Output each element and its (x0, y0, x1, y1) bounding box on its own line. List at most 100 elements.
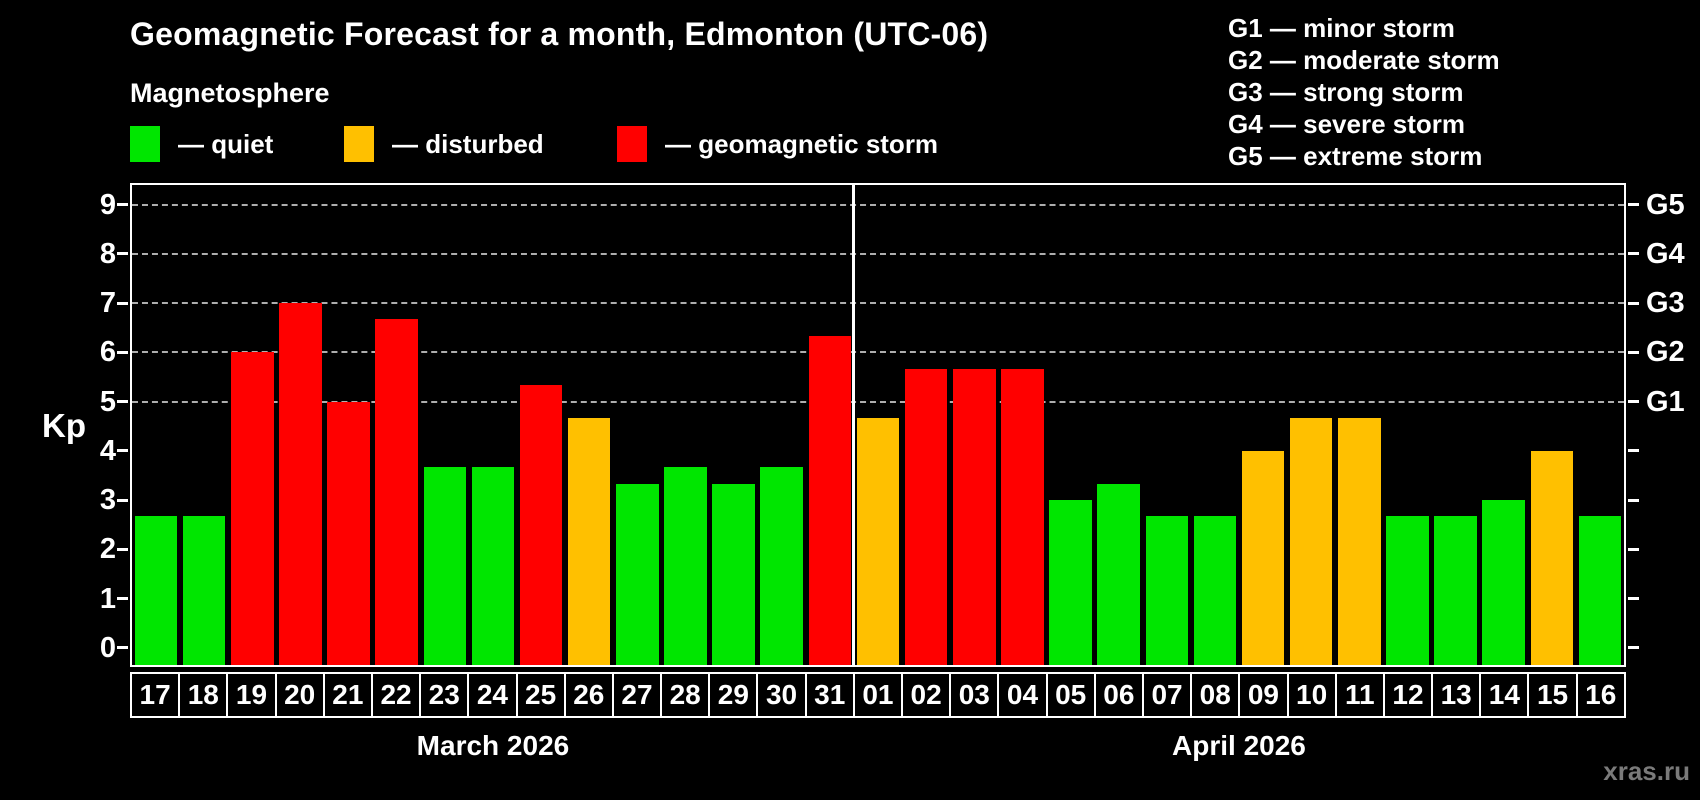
kp-bar-day-17 (134, 516, 178, 665)
kp-bar-day-19 (231, 352, 274, 665)
month-separator-line (852, 185, 856, 665)
g5-legend-line: G5 — extreme storm (1228, 141, 1483, 171)
left-axis-tick-kp-4 (117, 449, 128, 453)
y-tick-label-5: 5 (99, 385, 116, 418)
day-cell-20: 20 (274, 672, 325, 718)
left-axis-tick-kp-0 (117, 646, 128, 650)
g-scale-legend: G1 — minor storm G2 — moderate storm G3 … (1228, 12, 1500, 172)
y-tick-label-1: 1 (99, 582, 116, 615)
day-cell-07: 07 (1141, 672, 1193, 718)
right-axis-label-g1: G1 (1646, 385, 1685, 418)
day-cell-11: 11 (1334, 672, 1385, 718)
right-axis-label-g5: G5 (1646, 188, 1685, 221)
gridline-kp-7 (132, 302, 1624, 305)
kp-bar-day-01 (856, 417, 900, 665)
day-cell-17: 17 (130, 672, 181, 718)
day-cell-22: 22 (370, 672, 422, 718)
kp-bar-day-13 (1434, 516, 1477, 665)
y-tick-label-9: 9 (99, 188, 116, 221)
day-cell-16: 16 (1575, 672, 1626, 718)
right-axis-tick-kp-4 (1628, 449, 1639, 453)
y-tick-label-2: 2 (99, 533, 116, 566)
day-cell-09: 09 (1238, 672, 1289, 718)
kp-bar-day-26 (567, 417, 611, 665)
day-cell-21: 21 (322, 672, 373, 718)
x-axis-day-labels: 17 18 19 20 21 22 23 24 25 26 27 28 29 30 31 01 02 03 04 05… (130, 672, 1626, 718)
kp-bar-day-12 (1386, 516, 1429, 665)
day-cell-30: 30 (756, 672, 807, 718)
left-axis-tick-kp-7 (117, 301, 128, 305)
kp-bar-day-23 (423, 467, 467, 665)
right-axis-tick-kp-1 (1628, 597, 1639, 601)
legend-item-storm: — geomagnetic storm (617, 122, 938, 166)
month-label-1: April 2026 (1172, 730, 1306, 761)
kp-bar-day-14 (1482, 500, 1525, 665)
day-cell-13: 13 (1431, 672, 1482, 718)
day-cell-04: 04 (997, 672, 1048, 718)
kp-bar-day-06 (1097, 483, 1140, 665)
legend-item-quiet: — quiet (130, 122, 273, 166)
y-tick-label-8: 8 (99, 237, 116, 270)
y-tick-label-3: 3 (99, 484, 116, 517)
kp-bar-day-31 (808, 336, 852, 665)
day-cell-27: 27 (611, 672, 663, 718)
right-axis-tick-kp-8 (1628, 252, 1639, 256)
y-tick-label-4: 4 (99, 434, 116, 467)
left-axis-tick-kp-2 (117, 547, 128, 551)
kp-bar-day-03 (952, 368, 996, 665)
gridline-kp-9 (132, 203, 1624, 206)
right-axis-tick-kp-0 (1628, 646, 1639, 650)
right-axis-tick-kp-5 (1628, 400, 1639, 404)
right-axis-label-g4: G4 (1646, 237, 1685, 270)
day-cell-02: 02 (901, 672, 952, 718)
right-axis-tick-kp-6 (1628, 350, 1639, 354)
kp-bar-day-08 (1193, 516, 1237, 665)
kp-bar-day-11 (1338, 417, 1381, 665)
quiet-color-swatch (130, 126, 160, 162)
storm-color-swatch (617, 126, 647, 162)
left-axis-tick-kp-6 (117, 350, 128, 354)
kp-bar-day-21 (327, 401, 370, 665)
right-axis-tick-kp-3 (1628, 498, 1639, 502)
kp-bar-day-09 (1241, 450, 1285, 665)
gridline-kp-6 (132, 351, 1624, 354)
kp-bar-day-07 (1145, 516, 1189, 665)
day-cell-18: 18 (178, 672, 229, 718)
day-cell-14: 14 (1479, 672, 1530, 718)
day-cell-03: 03 (949, 672, 1000, 718)
kp-bar-day-10 (1289, 417, 1333, 665)
plot-canvas (117, 185, 1639, 665)
month-label-0: March 2026 (416, 730, 570, 761)
day-cell-26: 26 (563, 672, 614, 718)
left-axis-tick-kp-3 (117, 498, 128, 502)
g1-legend-line: G1 — minor storm (1228, 13, 1455, 43)
kp-bar-day-15 (1530, 450, 1574, 665)
day-cell-06: 06 (1093, 672, 1144, 718)
legend-item-disturbed: — disturbed (344, 122, 544, 166)
y-tick-label-7: 7 (99, 287, 116, 320)
y-axis-label-kp: Kp (42, 407, 86, 444)
gridline-kp-5 (132, 400, 1624, 403)
watermark: xras.ru (1603, 756, 1690, 786)
left-axis-tick-kp-8 (117, 252, 128, 256)
kp-bar-day-22 (375, 319, 418, 665)
day-cell-24: 24 (467, 672, 518, 718)
kp-bar-day-30 (760, 467, 803, 665)
right-axis-tick-kp-9 (1628, 203, 1639, 207)
legend-label-storm: — geomagnetic storm (665, 128, 939, 159)
legend-label-quiet: — quiet (178, 128, 274, 159)
day-cell-19: 19 (226, 672, 277, 718)
kp-bar-day-24 (471, 467, 515, 665)
day-cell-25: 25 (515, 672, 566, 718)
kp-bar-day-20 (279, 303, 322, 665)
kp-bar-day-25 (519, 385, 563, 665)
y-tick-label-6: 6 (99, 336, 116, 369)
legend-label-disturbed: — disturbed (392, 128, 544, 159)
kp-bar-day-18 (182, 516, 226, 665)
right-axis-tick-kp-2 (1628, 547, 1639, 551)
left-axis-tick-kp-1 (117, 597, 128, 601)
g4-legend-line: G4 — severe storm (1228, 109, 1466, 139)
g3-legend-line: G3 — strong storm (1228, 77, 1464, 107)
chart-subtitle: Magnetosphere (130, 78, 330, 108)
